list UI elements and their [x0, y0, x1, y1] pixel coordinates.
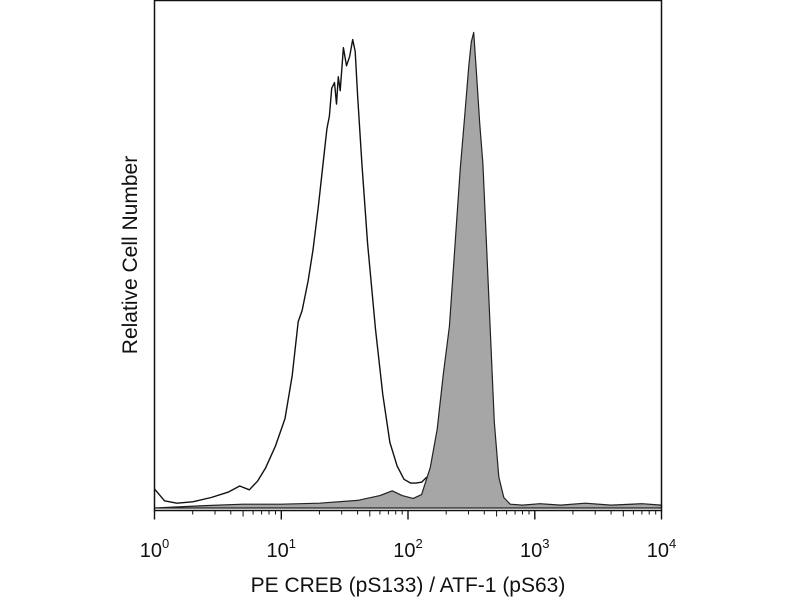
series-layer	[153, 31, 663, 509]
x-tick-label-exponent: 2	[416, 536, 423, 551]
x-tick-label: 104	[647, 536, 676, 562]
x-axis-tick-labels: 100 101 102 103 104	[140, 536, 676, 562]
y-axis-title: Relative Cell Number	[119, 156, 142, 354]
x-tick-label-exponent: 3	[542, 536, 549, 551]
x-tick-label: 102	[393, 536, 422, 562]
x-axis-title: PE CREB (pS133) / ATF-1 (pS63)	[251, 574, 566, 597]
filled-histogram-series	[153, 31, 663, 509]
x-tick-label-base: 10	[647, 540, 669, 562]
x-tick-label-base: 10	[393, 540, 415, 562]
x-tick-label-base: 10	[520, 540, 542, 562]
x-tick-label-base: 10	[140, 540, 162, 562]
x-tick-label-exponent: 4	[669, 536, 676, 551]
x-axis-ticks	[153, 510, 663, 520]
plot-frame	[153, 0, 663, 512]
x-tick-label: 101	[267, 536, 296, 562]
x-tick-label: 100	[140, 536, 169, 562]
x-tick-label-exponent: 0	[162, 536, 169, 551]
x-tick-label-exponent: 1	[289, 536, 296, 551]
outline-histogram-series	[153, 38, 662, 508]
x-tick-label-base: 10	[267, 540, 289, 562]
x-tick-label: 103	[520, 536, 549, 562]
